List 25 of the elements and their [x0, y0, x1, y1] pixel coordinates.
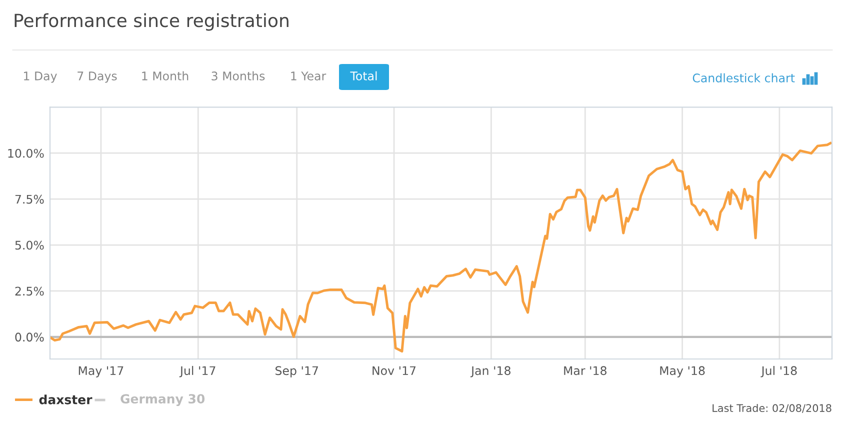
y-tick-label: 7.5%	[15, 194, 44, 204]
x-tick-label: Jul '17	[179, 366, 216, 378]
x-tick-label: Nov '17	[372, 366, 416, 376]
x-tick-label: Sep '17	[276, 366, 318, 378]
text: Total	[350, 71, 377, 80]
x-tick-label: May '17	[78, 366, 124, 378]
x-tick-label: Jan '18	[470, 366, 510, 378]
text: 1 Day	[24, 72, 57, 83]
text: Germany 30	[120, 394, 205, 406]
x-tick-label: Mar '18	[564, 366, 606, 376]
y-tick-label: 5.0%	[15, 240, 44, 250]
text: 1 Year	[291, 72, 326, 80]
x-tick-label: May '18	[660, 366, 705, 378]
text: Candlestick chart	[692, 73, 795, 82]
y-tick-label: 0.0%	[15, 332, 44, 342]
legend-label: daxster	[39, 394, 92, 404]
text: 7 Days	[78, 72, 117, 83]
y-tick-label: 10.0%	[8, 148, 44, 158]
x-tick-label: Jul '18	[760, 366, 797, 378]
y-tick-label: 2.5%	[15, 286, 44, 296]
chart-title: Performance since registration	[14, 13, 288, 31]
text: Last Trade: 02/08/2018	[712, 404, 832, 413]
text: 1 Month	[142, 71, 188, 80]
line-series	[50, 142, 832, 353]
text: 3 Months	[212, 71, 265, 80]
